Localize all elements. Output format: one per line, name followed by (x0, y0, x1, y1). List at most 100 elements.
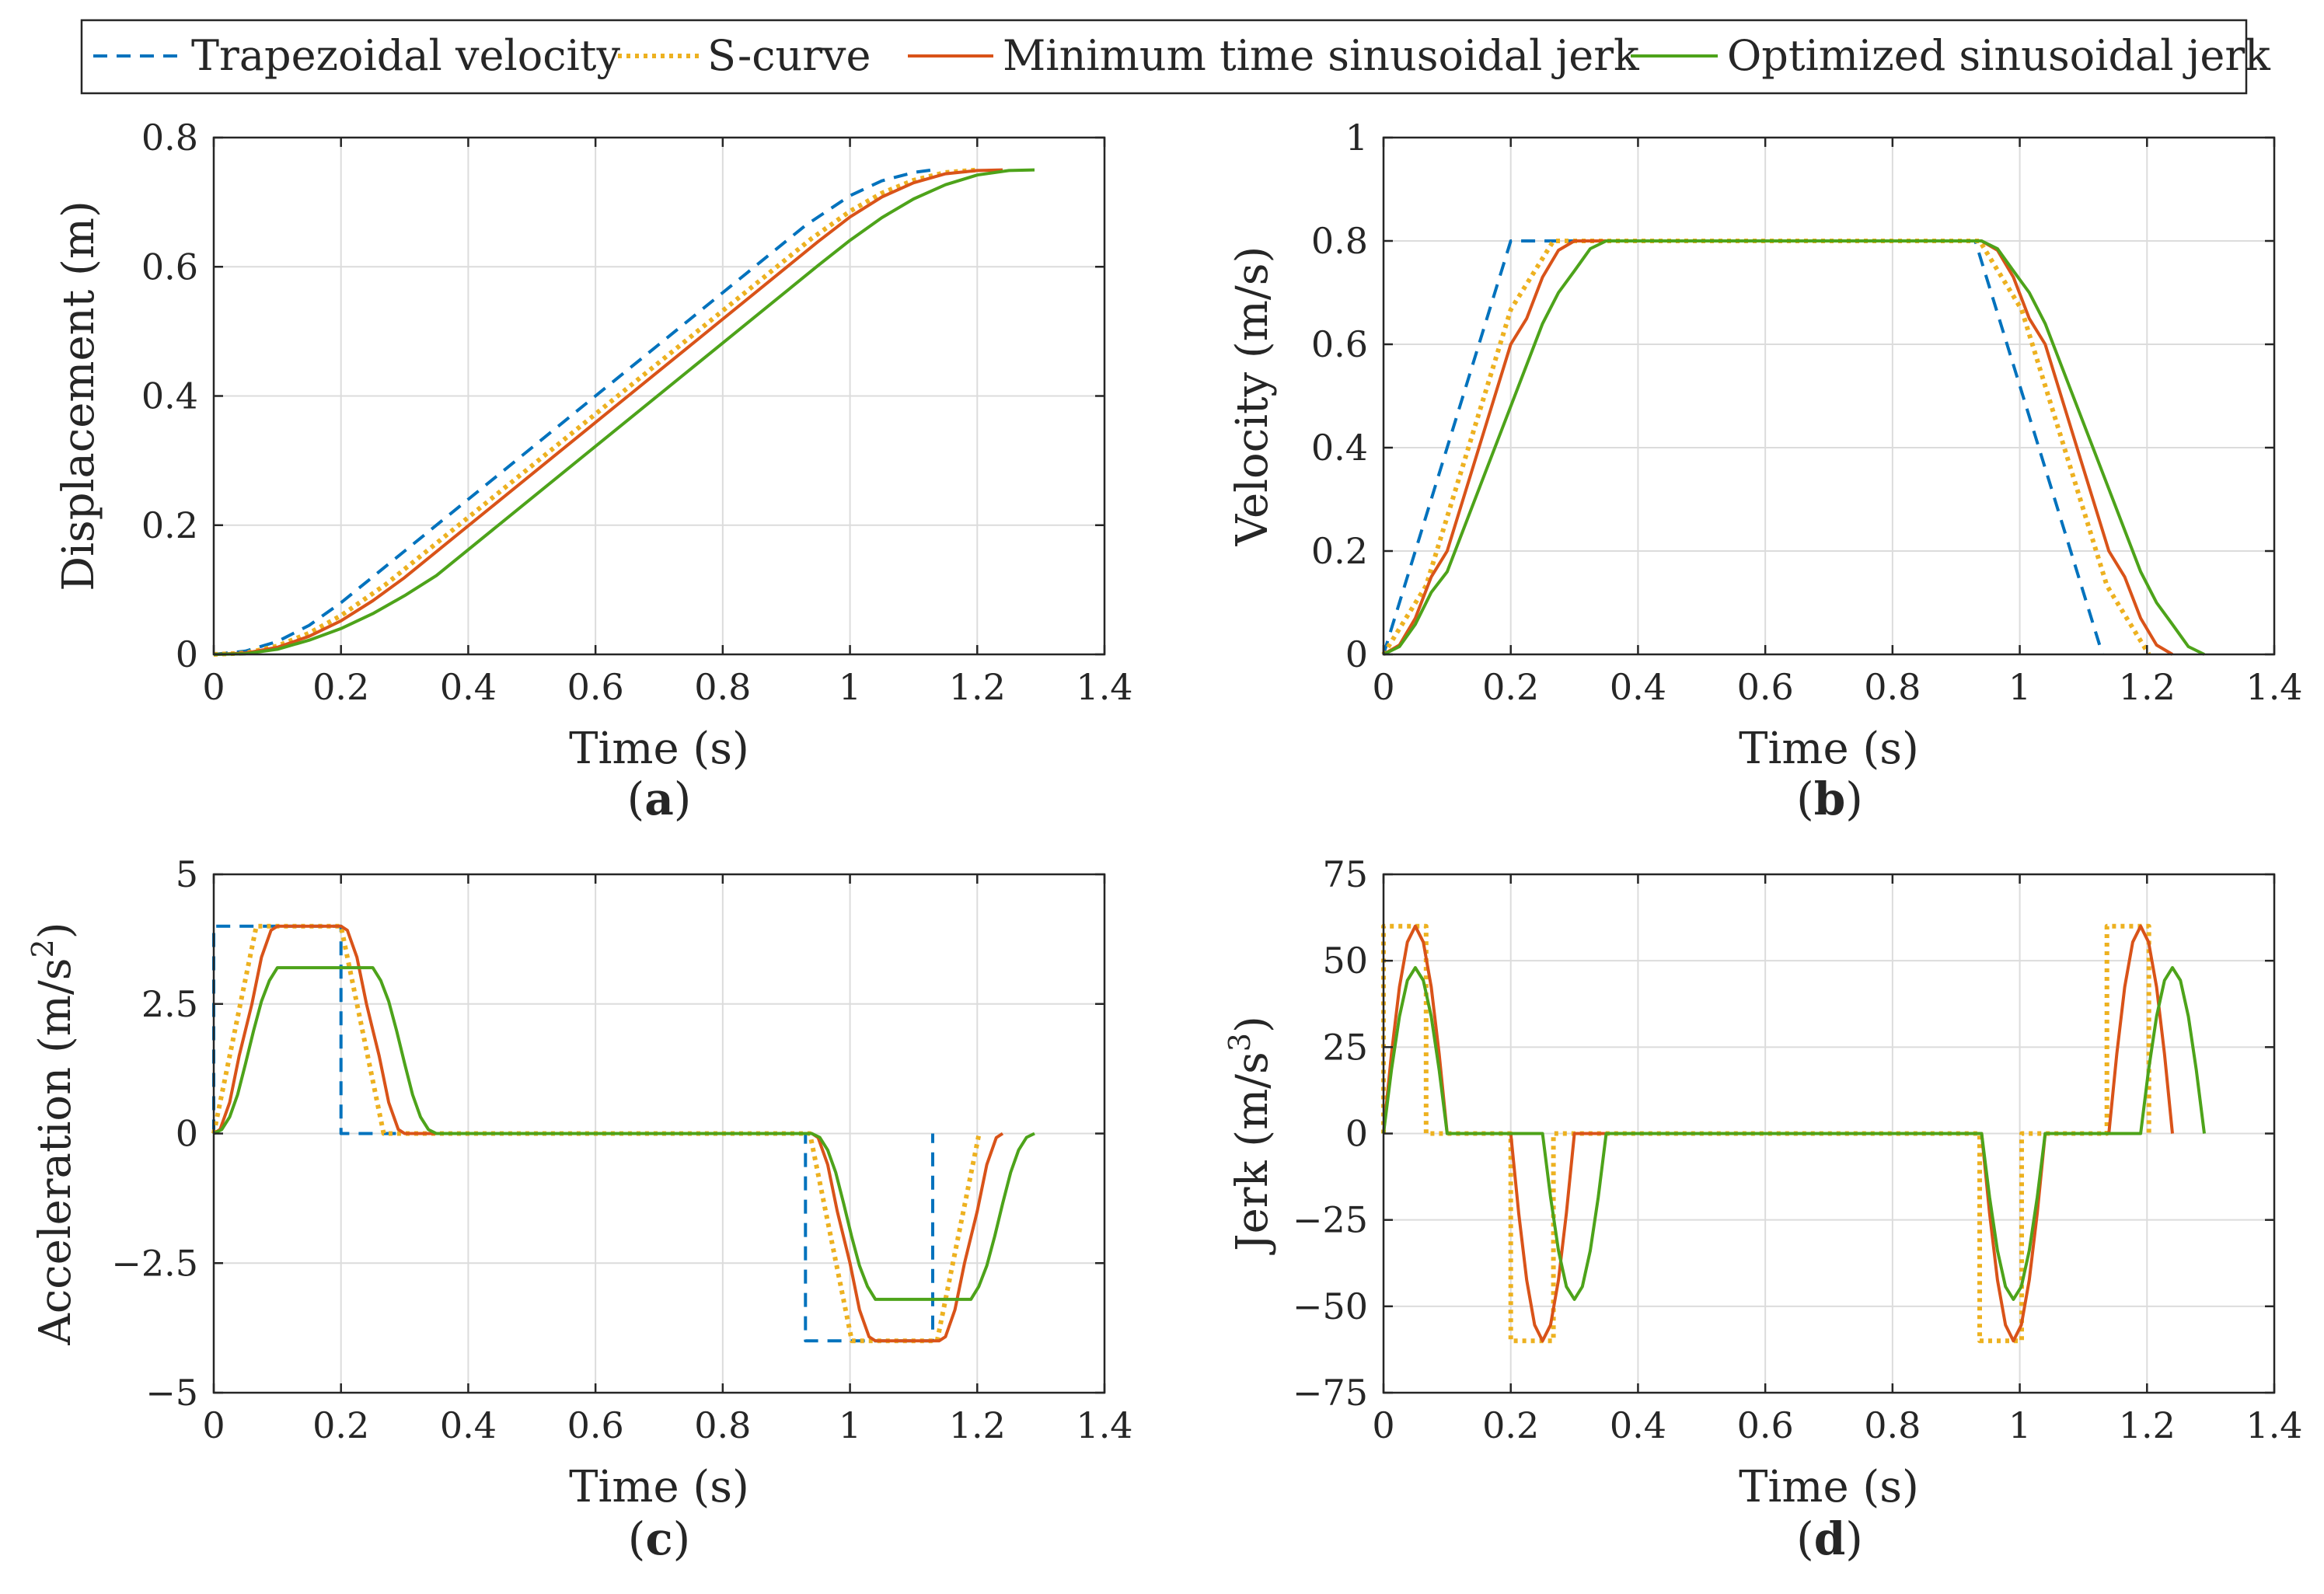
x-tick-label: 0.8 (694, 1404, 751, 1446)
y-tick-label: 0.4 (1311, 427, 1368, 469)
x-axis-label: Time (s) (1739, 1462, 1919, 1512)
x-tick-label: 1.4 (1076, 666, 1132, 708)
y-tick-label: 2.5 (141, 983, 198, 1025)
panel-label-close-paren: ) (673, 1512, 691, 1565)
legend-entry-trapezoidal: Trapezoidal velocity (93, 31, 620, 80)
y-tick-label: −50 (1293, 1285, 1368, 1327)
legend-box (80, 19, 2248, 95)
panel-label: (d) (1796, 1512, 1863, 1565)
panel-label-open-paren: ( (628, 1512, 646, 1565)
x-tick-label: 1 (839, 666, 861, 708)
x-tick-label: 1.4 (2245, 666, 2302, 708)
x-tick-label: 0 (202, 1404, 225, 1446)
x-tick-label: 0.4 (440, 1404, 497, 1446)
panel-label: (a) (627, 773, 692, 825)
legend-entry-minimum-time: Minimum time sinusoidal jerk (908, 31, 1640, 80)
y-axis-label: Jerk (m/s3) (1223, 1016, 1278, 1255)
series-group (1381, 239, 2205, 656)
x-tick-label: 0.8 (1864, 666, 1921, 708)
x-tick-label: 0.4 (440, 666, 497, 708)
x-tick-label: 0.6 (567, 666, 624, 708)
y-axis-label: Acceleration (m/s2) (26, 922, 81, 1345)
x-tick-label: 0.2 (312, 1404, 369, 1446)
y-tick-label: −25 (1293, 1199, 1368, 1241)
y-tick-label: −2.5 (111, 1242, 198, 1284)
series-group (213, 167, 1035, 657)
panel-d: 0 0.2 0.4 0.6 0.8 1 1.2 1.4 −75 −50 −25 0 25 50 75 Time… (1223, 853, 2303, 1565)
panel-label-close-paren: ) (674, 773, 692, 825)
x-tick-label: 0 (1372, 666, 1394, 708)
series-line-s-curve (1381, 239, 2151, 656)
y-tick-label: 0 (1345, 633, 1368, 675)
x-tick-label: 0.4 (1610, 666, 1666, 708)
x-tick-label: 0 (202, 666, 225, 708)
series-line-optimized-sinusoidal-jerk (1382, 966, 2206, 1301)
x-tick-label: 1 (2008, 1404, 2031, 1446)
x-tick-label: 1.2 (2119, 666, 2176, 708)
y-axis-label-main: Velocity (m/s) (1227, 246, 1278, 547)
series-group (1381, 923, 2206, 1344)
y-axis-label-main: Acceleration (m/s (30, 957, 81, 1345)
x-tick-label: 1.2 (949, 666, 1006, 708)
y-tick-label: 0.8 (141, 117, 198, 159)
legend-label-optimized: Optimized sinusoidal jerk (1727, 31, 2271, 80)
series-line-optimized-sinusoidal-jerk (213, 966, 1035, 1301)
panel-label-letter: d (1814, 1512, 1846, 1565)
series-group (211, 923, 1035, 1344)
x-tick-label: 1 (839, 1404, 861, 1446)
y-tick-label: 0.6 (1311, 323, 1368, 365)
y-tick-label: 0.4 (141, 375, 198, 417)
x-axis-label: Time (s) (569, 1462, 749, 1512)
x-tick-label: 0.2 (1482, 1404, 1539, 1446)
x-axis-label: Time (s) (569, 724, 749, 774)
legend-label-s-curve: S-curve (707, 31, 871, 80)
axes-box (1382, 136, 2276, 656)
y-axis-label: Velocity (m/s) (1227, 246, 1278, 547)
x-tick-label: 0.8 (694, 666, 751, 708)
y-tick-label: 0 (1345, 1113, 1368, 1155)
y-axis-label-main: Displacement (m) (54, 201, 104, 591)
y-tick-label: 75 (1322, 853, 1368, 895)
series-line-s-curve (1381, 923, 2151, 1344)
x-tick-label: 0.2 (312, 666, 369, 708)
y-tick-label: 25 (1322, 1026, 1368, 1068)
x-tick-label: 0.6 (1737, 1404, 1794, 1446)
legend-label-trapezoidal: Trapezoidal velocity (191, 31, 620, 80)
panel-label-letter: b (1814, 773, 1846, 825)
y-axis-label-superscript: 3 (1223, 1033, 1257, 1052)
series-line-trapezoidal-velocity (213, 168, 933, 656)
series-line-optimized-sinusoidal-jerk (1383, 239, 2205, 656)
x-tick-label: 1.2 (2119, 1404, 2176, 1446)
y-tick-label: 0.2 (141, 504, 198, 546)
x-tick-label: 1.4 (1076, 1404, 1132, 1446)
panel-label-open-paren: ( (627, 773, 645, 825)
x-tick-label: 0.2 (1482, 666, 1539, 708)
x-tick-label: 0.8 (1864, 1404, 1921, 1446)
series-line-minimum-time-sinusoidal-jerk (213, 168, 1003, 656)
x-tick-label: 1 (2008, 666, 2031, 708)
panel-label-close-paren: ) (1845, 773, 1863, 825)
panel-label-letter: c (645, 1512, 672, 1565)
panel-c: 0 0.2 0.4 0.6 0.8 1 1.2 1.4 −5 −2.5 0 2.5 5 Time (s) A… (26, 853, 1133, 1565)
x-tick-label: 0.6 (1737, 666, 1794, 708)
panel-label-open-paren: ( (1796, 773, 1814, 825)
panel-label: (c) (628, 1512, 691, 1565)
y-tick-label: −75 (1293, 1372, 1368, 1414)
y-tick-label: 0.8 (1311, 220, 1368, 262)
y-tick-label: 5 (176, 853, 198, 895)
x-tick-label: 0 (1372, 1404, 1394, 1446)
panel-label-close-paren: ) (1845, 1512, 1863, 1565)
panel-label-open-paren: ( (1796, 1512, 1814, 1565)
x-tick-label: 1.2 (949, 1404, 1006, 1446)
y-tick-label: 0 (176, 1113, 198, 1155)
y-axis-label-superscript: 2 (26, 939, 60, 957)
y-tick-label: 0 (176, 633, 198, 675)
x-tick-label: 0.4 (1610, 1404, 1666, 1446)
y-axis-label-tail: ) (1227, 1016, 1278, 1033)
x-axis-label: Time (s) (1739, 724, 1919, 774)
legend: Trapezoidal velocity S-curve Minimum tim… (80, 19, 2271, 95)
plot-area (1384, 138, 2274, 654)
y-axis-label: Displacement (m) (54, 201, 104, 591)
y-axis-label-main: Jerk (m/s (1227, 1052, 1278, 1255)
